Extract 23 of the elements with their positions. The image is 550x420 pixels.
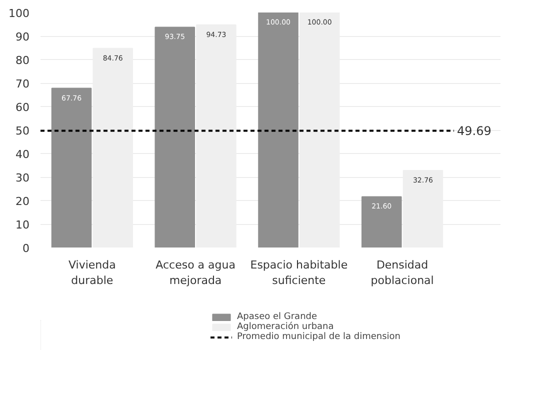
y-tick-label: 100	[8, 7, 30, 20]
annotation: 49.69	[456, 124, 492, 138]
y-tick-label: 40	[16, 148, 30, 161]
legend-label: Promedio municipal de la dimension	[237, 332, 400, 342]
y-tick-label: 30	[16, 172, 30, 184]
x-tick-label: Vivienda durable	[68, 258, 116, 288]
bar	[361, 196, 402, 248]
y-tick-label: 0	[22, 242, 30, 255]
x-tick-label: Espacio habitable suficiente	[250, 258, 348, 288]
y-tick-label: 80	[16, 54, 30, 67]
bar	[154, 26, 196, 248]
y-tick-label: 20	[16, 195, 30, 208]
y-tick-label: 50	[16, 124, 30, 138]
bar	[51, 88, 92, 248]
legend-label: Apaseo el Grande	[237, 312, 318, 322]
y-tick-label: 60	[16, 101, 30, 114]
legend-label: Aglomeración urbana	[237, 322, 334, 332]
y-tick-label: 90	[16, 30, 30, 44]
x-tick-label: Densidad poblacional	[370, 258, 434, 288]
bar	[258, 12, 298, 248]
x-tick-label: Acceso a agua mejorada	[156, 258, 236, 288]
y-tick-label: 70	[16, 78, 30, 90]
y-tick-label: 10	[16, 218, 30, 232]
